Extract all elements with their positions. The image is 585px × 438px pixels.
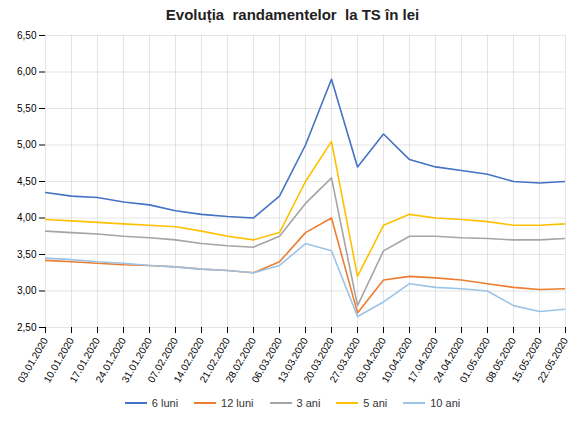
html-text:10 ani: 10 ani [430, 397, 461, 409]
svg-text:17.01.2020: 17.01.2020 [67, 335, 102, 385]
svg-text:27.03.2020: 27.03.2020 [327, 335, 362, 385]
html-text:12 luni: 12 luni [221, 397, 254, 409]
html-text:3 ani: 3 ani [296, 397, 321, 409]
svg-text:06.03.2020: 06.03.2020 [249, 335, 284, 385]
svg-text:01.05.2020: 01.05.2020 [457, 335, 492, 385]
html-text:5 ani: 5 ani [363, 397, 388, 409]
svg-text:6,50: 6,50 [17, 30, 37, 41]
svg-text:28.02.2020: 28.02.2020 [223, 335, 258, 385]
svg-text:08.05.2020: 08.05.2020 [483, 335, 518, 385]
svg-text:4,00: 4,00 [17, 212, 37, 223]
svg-text:6,00: 6,00 [17, 66, 37, 77]
svg-text:22.05.2020: 22.05.2020 [535, 335, 570, 384]
svg-text:24.01.2020: 24.01.2020 [93, 335, 128, 385]
svg-text:14.02.2020: 14.02.2020 [171, 335, 206, 385]
svg-text:5,00: 5,00 [17, 139, 37, 150]
svg-text:15.05.2020: 15.05.2020 [509, 335, 544, 385]
svg-text:24.04.2020: 24.04.2020 [431, 335, 466, 385]
html-text:6 luni: 6 luni [151, 397, 179, 409]
svg-text:5,50: 5,50 [17, 103, 37, 114]
svg-text:2,50: 2,50 [17, 322, 37, 333]
svg-text:20.03.2020: 20.03.2020 [301, 335, 336, 385]
svg-text:17.04.2020: 17.04.2020 [405, 335, 440, 385]
svg-text:03.01.2020: 03.01.2020 [15, 335, 50, 385]
svg-text:13.03.2020: 13.03.2020 [275, 335, 310, 385]
svg-text:10.04.2020: 10.04.2020 [379, 335, 414, 385]
svg-text:3,00: 3,00 [17, 285, 37, 296]
svg-text:21.02.2020: 21.02.2020 [197, 335, 232, 385]
svg-text:4,50: 4,50 [17, 176, 37, 187]
svg-text:10.01.2020: 10.01.2020 [41, 335, 76, 385]
svg-text:31.01.2020: 31.01.2020 [119, 335, 154, 385]
svg-text:03.04.2020: 03.04.2020 [353, 335, 388, 385]
html-text:Evoluția randamentelor la TS î: Evoluția randamentelor la TS în lei [165, 6, 420, 23]
svg-text:07.02.2020: 07.02.2020 [145, 335, 180, 385]
svg-text:3,50: 3,50 [17, 249, 37, 260]
